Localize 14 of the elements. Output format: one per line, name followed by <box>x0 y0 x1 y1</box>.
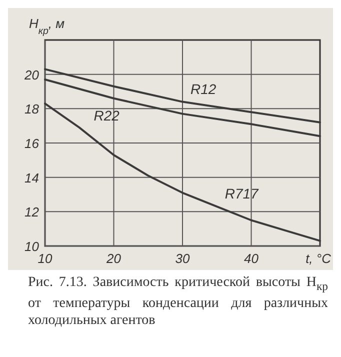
y-tick-label: 18 <box>24 102 40 117</box>
x-axis-title: t, °C <box>306 251 332 266</box>
y-tick-label: 12 <box>24 204 40 220</box>
series-label: R12 <box>190 80 216 97</box>
y-axis-title: H$_{кр}$, м <box>29 16 65 36</box>
x-tick-label: 30 <box>175 251 190 266</box>
y-tick-label: 14 <box>24 170 39 186</box>
y-tick-label: 10 <box>24 239 40 254</box>
x-tick-label: 20 <box>106 251 122 266</box>
x-tick-label: 10 <box>38 251 53 266</box>
y-tick-label: 16 <box>24 136 40 151</box>
text: Рис. 7.13. Зависимость критической высоты H$_{кр}$ от температуры конденсации для различных холодильных агентов <box>28 274 328 329</box>
x-tick-label: 40 <box>244 251 260 266</box>
y-tick-label: 20 <box>24 67 40 82</box>
